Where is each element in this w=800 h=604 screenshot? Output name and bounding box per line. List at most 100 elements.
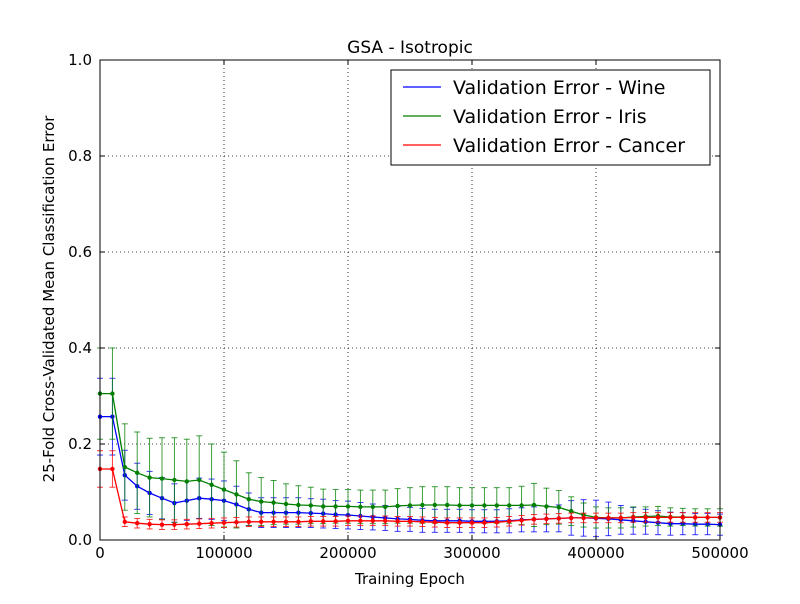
data-point-cancer — [370, 518, 375, 523]
data-point-iris — [469, 503, 475, 508]
y-tick-label: 1.0 — [68, 51, 92, 69]
y-tick-label: 0.4 — [68, 339, 92, 357]
data-point-iris — [395, 503, 400, 509]
data-point-iris — [296, 502, 301, 508]
data-point-cancer — [581, 515, 586, 521]
data-point-cancer — [531, 517, 537, 522]
data-point-cancer — [643, 515, 648, 520]
data-point-iris — [221, 487, 227, 492]
y-tick-label: 0.8 — [68, 147, 92, 165]
data-point-cancer — [172, 522, 177, 527]
legend-items: Validation Error - Wine Validation Error … — [403, 77, 685, 157]
data-point-iris — [259, 499, 264, 504]
data-point-iris — [159, 476, 165, 481]
data-point-iris — [531, 502, 537, 508]
data-point-cancer — [556, 516, 561, 521]
data-point-cancer — [271, 519, 276, 524]
data-point-cancer — [197, 521, 202, 526]
data-point-cancer — [618, 515, 623, 521]
data-point-iris — [407, 503, 413, 508]
data-point-cancer — [321, 519, 326, 524]
data-point-cancer — [296, 519, 301, 524]
data-point-cancer — [147, 521, 152, 527]
data-point-cancer — [544, 516, 549, 522]
data-point-iris — [507, 503, 512, 508]
data-point-cancer — [482, 520, 487, 525]
data-point-cancer — [122, 519, 128, 524]
data-point-iris — [333, 504, 338, 509]
legend-label-cancer: Validation Error - Cancer — [453, 135, 685, 157]
data-point-iris — [184, 479, 189, 484]
data-point-iris — [519, 503, 524, 508]
data-point-iris — [445, 502, 450, 508]
data-point-cancer — [308, 519, 313, 524]
data-point-cancer — [507, 519, 512, 524]
x-tick-label: 0 — [95, 544, 105, 562]
legend: Validation Error - Wine Validation Error … — [390, 69, 711, 166]
data-point-iris — [494, 503, 499, 508]
x-tick-label: 500000 — [691, 544, 748, 562]
data-point-cancer — [209, 521, 214, 526]
data-point-iris — [544, 504, 549, 509]
data-point-cancer — [519, 518, 524, 523]
data-point-iris — [569, 509, 574, 514]
y-axis-label: 25-Fold Cross-Validated Mean Classificat… — [40, 115, 58, 483]
data-point-cancer — [358, 518, 363, 523]
data-point-cancer — [606, 515, 611, 521]
data-point-iris — [135, 470, 140, 475]
data-point-cancer — [110, 466, 115, 472]
y-tick-label: 0.6 — [68, 243, 92, 261]
data-point-iris — [234, 492, 239, 497]
x-axis-label: Training Epoch — [354, 570, 465, 588]
data-point-cancer — [693, 515, 698, 520]
y-tick-label: 0.2 — [68, 435, 92, 453]
data-point-iris — [147, 475, 152, 480]
data-point-cancer — [457, 520, 462, 525]
data-point-cancer — [259, 519, 264, 524]
data-point-iris — [432, 502, 437, 508]
data-point-cancer — [135, 521, 140, 526]
data-point-cancer — [469, 520, 475, 525]
x-tick-label: 400000 — [567, 544, 624, 562]
data-point-iris — [271, 500, 276, 505]
data-point-cancer — [668, 515, 673, 520]
data-point-iris — [283, 501, 289, 507]
data-point-iris — [420, 502, 425, 508]
data-point-iris — [383, 504, 388, 510]
data-point-cancer — [184, 521, 189, 527]
data-point-cancer — [432, 520, 437, 525]
plot-frame — [99, 59, 721, 541]
x-tick-label: 300000 — [443, 544, 500, 562]
x-tick-label: 100000 — [195, 544, 252, 562]
data-point-iris — [370, 504, 375, 510]
data-point-cancer — [383, 518, 388, 523]
legend-label-wine: Validation Error - Wine — [453, 77, 666, 99]
data-point-iris — [556, 505, 561, 510]
data-point-iris — [358, 504, 363, 510]
legend-label-iris: Validation Error - Iris — [453, 106, 647, 128]
data-point-iris — [110, 391, 115, 396]
data-point-iris — [197, 477, 202, 483]
data-point-cancer — [494, 520, 499, 525]
data-point-cancer — [345, 518, 351, 523]
data-point-cancer — [593, 515, 599, 521]
data-point-cancer — [395, 519, 400, 524]
data-point-iris — [482, 503, 487, 508]
ticks: 0 100000 200000 300000 400000 500000 0.0 0.2 0.4… — [68, 51, 748, 562]
data-point-cancer — [631, 515, 636, 520]
series-cancer — [97, 450, 723, 530]
data-point-cancer — [569, 515, 574, 521]
legend-box — [390, 69, 711, 166]
data-point-cancer — [655, 515, 661, 520]
data-point-iris — [209, 482, 214, 487]
data-point-cancer — [283, 519, 289, 524]
data-point-cancer — [407, 519, 413, 524]
data-point-cancer — [221, 520, 227, 525]
data-point-iris — [321, 504, 326, 509]
data-point-cancer — [246, 519, 251, 524]
data-point-cancer — [420, 519, 425, 524]
data-point-cancer — [445, 520, 450, 525]
data-point-iris — [345, 504, 351, 509]
